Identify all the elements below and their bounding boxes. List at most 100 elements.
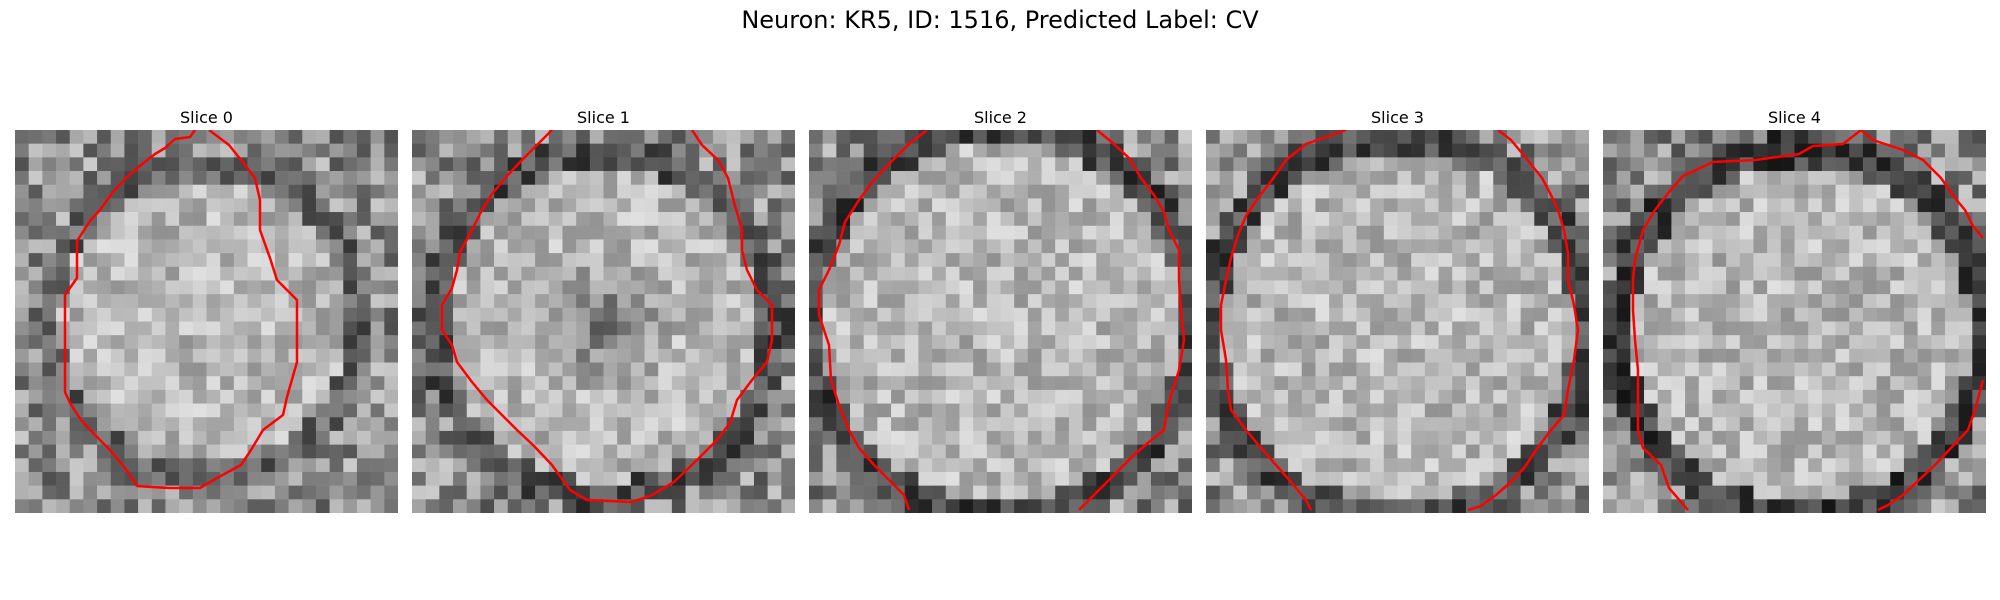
- pixel-cell: [1342, 471, 1357, 486]
- pixel-cell: [1958, 225, 1973, 240]
- pixel-cell: [603, 335, 618, 350]
- pixel-cell: [1944, 471, 1959, 486]
- pixel-cell: [1397, 417, 1412, 432]
- pixel-cell: [945, 348, 960, 363]
- pixel-cell: [288, 307, 303, 322]
- pixel-cell: [603, 239, 618, 254]
- pixel-cell: [1644, 403, 1659, 418]
- pixel-cell: [83, 294, 98, 309]
- pixel-cell: [1644, 239, 1659, 254]
- pixel-cell: [1465, 485, 1480, 500]
- pixel-cell: [69, 294, 84, 309]
- pixel-cell: [384, 321, 398, 336]
- pixel-cell: [1876, 471, 1891, 486]
- pixel-cell: [1534, 184, 1549, 199]
- pixel-cell: [1862, 403, 1877, 418]
- pixel-cell: [1726, 335, 1741, 350]
- pixel-cell: [671, 403, 686, 418]
- pixel-cell: [1685, 143, 1700, 158]
- pixel-cell: [261, 225, 276, 240]
- pixel-cell: [1206, 225, 1220, 240]
- pixel-cell: [699, 225, 714, 240]
- pixel-cell: [1493, 444, 1508, 459]
- pixel-cell: [1356, 143, 1371, 158]
- pixel-cell: [384, 157, 398, 172]
- pixel-cell: [932, 458, 947, 473]
- pixel-cell: [1315, 184, 1330, 199]
- pixel-cell: [1000, 294, 1015, 309]
- pixel-cell: [1753, 130, 1768, 144]
- pixel-cell: [617, 184, 632, 199]
- pixel-cell: [425, 143, 440, 158]
- pixel-cell: [56, 348, 71, 363]
- pixel-cell: [1780, 294, 1795, 309]
- pixel-cell: [1260, 389, 1275, 404]
- pixel-cell: [356, 239, 371, 254]
- pixel-cell: [138, 253, 153, 268]
- pixel-cell: [1041, 294, 1056, 309]
- pixel-cell: [740, 130, 755, 144]
- pixel-cell: [233, 307, 248, 322]
- pixel-cell: [1821, 307, 1836, 322]
- pixel-cell: [671, 157, 686, 172]
- pixel-cell: [1206, 335, 1220, 350]
- pixel-cell: [206, 184, 221, 199]
- pixel-cell: [1109, 171, 1124, 186]
- pixel-cell: [165, 499, 180, 513]
- pixel-cell: [822, 321, 837, 336]
- pixel-cell: [507, 458, 522, 473]
- pixel-cell: [494, 294, 509, 309]
- pixel-cell: [233, 184, 248, 199]
- pixel-cell: [192, 499, 207, 513]
- pixel-cell: [507, 184, 522, 199]
- pixel-cell: [1329, 225, 1344, 240]
- pixel-cell: [562, 253, 577, 268]
- pixel-cell: [644, 389, 659, 404]
- pixel-cell: [986, 389, 1001, 404]
- pixel-cell: [15, 335, 29, 350]
- pixel-cell: [1452, 212, 1467, 227]
- pixel-cell: [1671, 239, 1686, 254]
- pixel-cell: [453, 417, 468, 432]
- pixel-cell: [1150, 471, 1165, 486]
- pixel-cell: [1014, 171, 1029, 186]
- pixel-cell: [1383, 198, 1398, 213]
- pixel-cell: [69, 362, 84, 377]
- pixel-cell: [1356, 212, 1371, 227]
- pixel-cell: [685, 184, 700, 199]
- pixel-cell: [822, 239, 837, 254]
- pixel-cell: [589, 458, 604, 473]
- pixel-cell: [1780, 417, 1795, 432]
- pixel-cell: [1424, 403, 1439, 418]
- pixel-cell: [1356, 376, 1371, 391]
- pixel-cell: [1780, 157, 1795, 172]
- pixel-cell: [1753, 335, 1768, 350]
- pixel-cell: [1821, 471, 1836, 486]
- pixel-cell: [767, 362, 782, 377]
- pixel-cell: [1931, 198, 1946, 213]
- pixel-cell: [836, 171, 851, 186]
- pixel-cell: [576, 444, 591, 459]
- pixel-cell: [1630, 171, 1645, 186]
- pixel-cell: [1657, 348, 1672, 363]
- pixel-cell: [535, 130, 550, 144]
- pixel-cell: [1712, 458, 1727, 473]
- pixel-cell: [274, 294, 289, 309]
- pixel-cell: [1644, 253, 1659, 268]
- pixel-cell: [466, 485, 481, 500]
- pixel-cell: [507, 348, 522, 363]
- pixel-cell: [1561, 307, 1576, 322]
- pixel-cell: [329, 389, 344, 404]
- pixel-cell: [1603, 499, 1617, 513]
- pixel-cell: [973, 376, 988, 391]
- pixel-cell: [809, 294, 823, 309]
- pixel-cell: [1630, 198, 1645, 213]
- pixel-cell: [891, 212, 906, 227]
- pixel-cell: [1411, 321, 1426, 336]
- pixel-cell: [15, 403, 29, 418]
- pixel-cell: [535, 239, 550, 254]
- pixel-cell: [1206, 143, 1220, 158]
- pixel-cell: [1247, 417, 1262, 432]
- pixel-cell: [1123, 348, 1138, 363]
- pixel-cell: [1247, 458, 1262, 473]
